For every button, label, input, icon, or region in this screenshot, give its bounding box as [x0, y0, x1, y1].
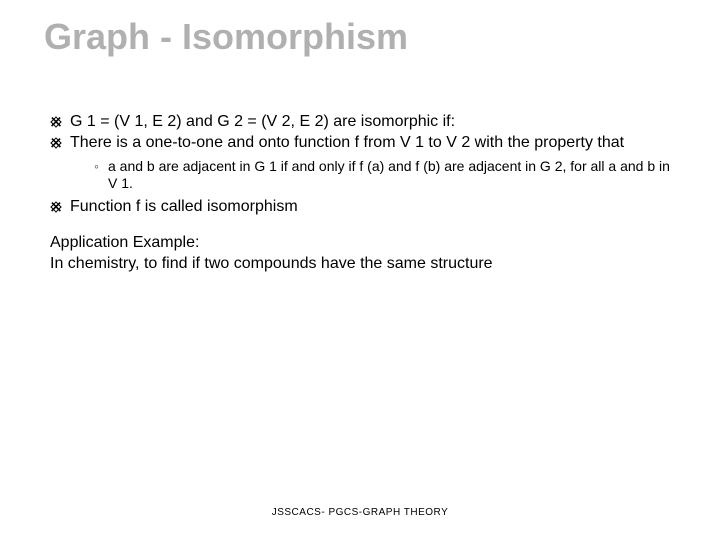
- application-block: Application Example: In chemistry, to fi…: [50, 233, 676, 275]
- sub-bullet-item: a and b are adjacent in G 1 if and only …: [94, 158, 676, 193]
- slide-title: Graph - Isomorphism: [44, 18, 676, 56]
- bullet-text: G 1 = (V 1, E 2) and G 2 = (V 2, E 2) ar…: [70, 113, 455, 130]
- bullet-item: Function f is called isomorphism: [50, 197, 676, 217]
- bullet-text: There is a one-to-one and onto function …: [70, 134, 624, 151]
- sub-bullet-text: a and b are adjacent in G 1 if and only …: [108, 158, 670, 192]
- application-label: Application Example:: [50, 233, 676, 254]
- sub-bullet-list: a and b are adjacent in G 1 if and only …: [94, 158, 676, 193]
- bullet-text: Function f is called isomorphism: [70, 198, 298, 215]
- slide: Graph - Isomorphism G 1 = (V 1, E 2) and…: [0, 0, 720, 540]
- bullet-list: G 1 = (V 1, E 2) and G 2 = (V 2, E 2) ar…: [50, 112, 676, 217]
- bullet-item: There is a one-to-one and onto function …: [50, 133, 676, 192]
- application-text: In chemistry, to find if two compounds h…: [50, 254, 676, 275]
- bullet-item: G 1 = (V 1, E 2) and G 2 = (V 2, E 2) ar…: [50, 112, 676, 132]
- footer-text: JSSCACS- PGCS-GRAPH THEORY: [0, 507, 720, 518]
